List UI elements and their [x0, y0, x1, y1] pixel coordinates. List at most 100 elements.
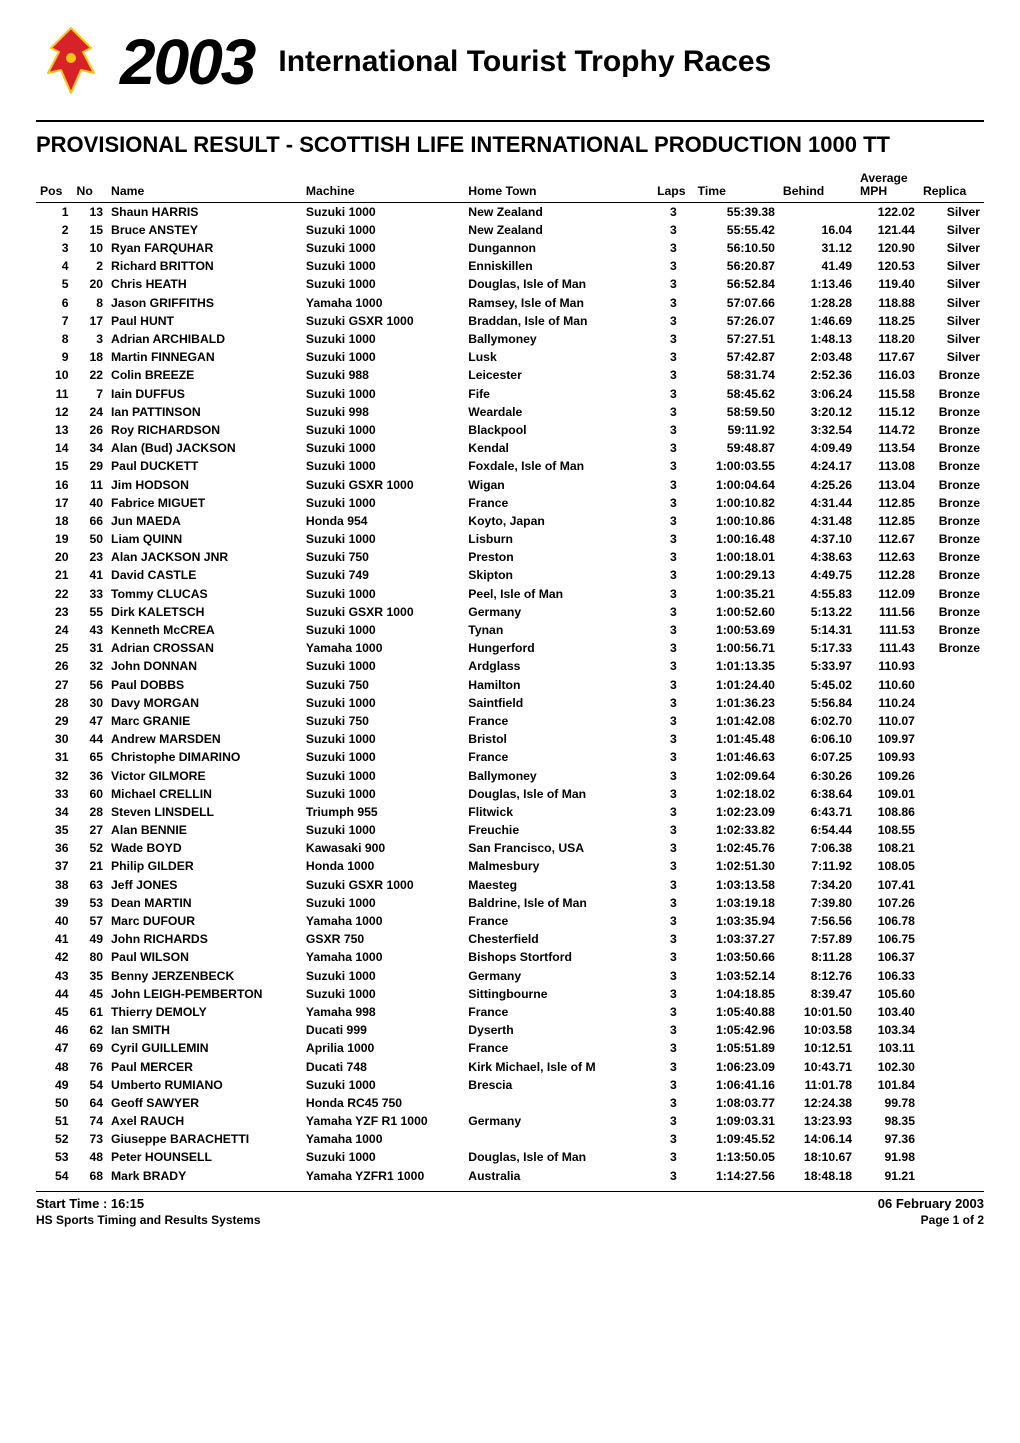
cell-mph: 112.85 — [856, 494, 919, 512]
cell-town: Weardale — [464, 403, 653, 421]
cell-replica: Bronze — [919, 639, 984, 657]
cell-behind: 8:12.76 — [779, 967, 856, 985]
cell-time: 1:00:52.60 — [694, 603, 779, 621]
cell-time: 1:01:42.08 — [694, 712, 779, 730]
cell-replica: Silver — [919, 312, 984, 330]
table-row: 117Iain DUFFUSSuzuki 1000Fife358:45.623:… — [36, 385, 984, 403]
cell-time: 1:13:50.05 — [694, 1148, 779, 1166]
cell-machine: Yamaha 1000 — [302, 1130, 464, 1148]
cell-town: Kirk Michael, Isle of M — [464, 1057, 653, 1075]
cell-replica — [919, 1094, 984, 1112]
cell-name: Dean MARTIN — [107, 894, 302, 912]
cell-replica — [919, 1130, 984, 1148]
cell-machine: Suzuki 1000 — [302, 894, 464, 912]
page: 2003 International Tourist Trophy Races … — [0, 0, 1020, 1241]
cell-pos: 5 — [36, 275, 73, 293]
cell-behind: 4:38.63 — [779, 548, 856, 566]
cell-mph: 110.24 — [856, 694, 919, 712]
cell-machine: Suzuki 1000 — [302, 221, 464, 239]
cell-pos: 7 — [36, 312, 73, 330]
cell-name: Fabrice MIGUET — [107, 494, 302, 512]
cell-no: 31 — [73, 639, 108, 657]
cell-behind: 14:06.14 — [779, 1130, 856, 1148]
result-subtitle: PROVISIONAL RESULT - SCOTTISH LIFE INTER… — [36, 132, 984, 158]
cell-mph: 118.20 — [856, 330, 919, 348]
cell-machine: Suzuki 1000 — [302, 967, 464, 985]
cell-behind: 7:11.92 — [779, 857, 856, 875]
cell-time: 1:03:35.94 — [694, 912, 779, 930]
cell-mph: 113.54 — [856, 439, 919, 457]
cell-laps: 3 — [653, 876, 694, 894]
cell-no: 30 — [73, 694, 108, 712]
subfooter-right: Page 1 of 2 — [921, 1213, 984, 1227]
cell-no: 41 — [73, 566, 108, 584]
cell-name: Benny JERZENBECK — [107, 967, 302, 985]
event-logo — [36, 18, 106, 106]
cell-name: Axel RAUCH — [107, 1112, 302, 1130]
cell-laps: 3 — [653, 639, 694, 657]
cell-replica: Bronze — [919, 566, 984, 584]
cell-mph: 103.40 — [856, 1003, 919, 1021]
cell-mph: 112.85 — [856, 512, 919, 530]
cell-replica: Silver — [919, 330, 984, 348]
cell-laps: 3 — [653, 821, 694, 839]
cell-mph: 106.75 — [856, 930, 919, 948]
cell-pos: 49 — [36, 1076, 73, 1094]
cell-no: 18 — [73, 348, 108, 366]
cell-replica — [919, 967, 984, 985]
cell-machine: GSXR 750 — [302, 930, 464, 948]
cell-laps: 3 — [653, 930, 694, 948]
cell-mph: 108.05 — [856, 857, 919, 875]
cell-time: 1:06:23.09 — [694, 1057, 779, 1075]
cell-town: Baldrine, Isle of Man — [464, 894, 653, 912]
cell-pos: 8 — [36, 330, 73, 348]
cell-laps: 3 — [653, 457, 694, 475]
cell-mph: 109.01 — [856, 785, 919, 803]
cell-laps: 3 — [653, 785, 694, 803]
cell-name: Tommy CLUCAS — [107, 585, 302, 603]
cell-no: 68 — [73, 1167, 108, 1185]
cell-time: 1:05:40.88 — [694, 1003, 779, 1021]
cell-pos: 24 — [36, 621, 73, 639]
cell-pos: 46 — [36, 1021, 73, 1039]
cell-machine: Yamaha 1000 — [302, 948, 464, 966]
cell-town: Douglas, Isle of Man — [464, 275, 653, 293]
cell-behind: 4:24.17 — [779, 457, 856, 475]
cell-behind: 18:48.18 — [779, 1167, 856, 1185]
cell-time: 1:09:45.52 — [694, 1130, 779, 1148]
table-row: 4057Marc DUFOURYamaha 1000France31:03:35… — [36, 912, 984, 930]
cell-replica — [919, 1076, 984, 1094]
cell-time: 1:08:03.77 — [694, 1094, 779, 1112]
cell-time: 57:42.87 — [694, 348, 779, 366]
header: 2003 International Tourist Trophy Races — [36, 18, 984, 106]
cell-pos: 39 — [36, 894, 73, 912]
cell-no: 28 — [73, 803, 108, 821]
cell-pos: 48 — [36, 1057, 73, 1075]
cell-laps: 3 — [653, 312, 694, 330]
cell-behind: 31.12 — [779, 239, 856, 257]
cell-mph: 118.25 — [856, 312, 919, 330]
cell-behind: 12:24.38 — [779, 1094, 856, 1112]
cell-laps: 3 — [653, 1167, 694, 1185]
cell-machine: Suzuki 1000 — [302, 1076, 464, 1094]
cell-machine: Honda 954 — [302, 512, 464, 530]
cell-machine: Suzuki GSXR 1000 — [302, 876, 464, 894]
cell-pos: 26 — [36, 657, 73, 675]
cell-laps: 3 — [653, 239, 694, 257]
cell-town: Hungerford — [464, 639, 653, 657]
cell-pos: 47 — [36, 1039, 73, 1057]
cell-no: 74 — [73, 1112, 108, 1130]
cell-mph: 120.53 — [856, 257, 919, 275]
cell-mph: 105.60 — [856, 985, 919, 1003]
cell-machine: Suzuki 1000 — [302, 330, 464, 348]
cell-no: 69 — [73, 1039, 108, 1057]
cell-no: 10 — [73, 239, 108, 257]
cell-laps: 3 — [653, 803, 694, 821]
cell-mph: 102.30 — [856, 1057, 919, 1075]
col-no: No — [73, 170, 108, 202]
cell-no: 65 — [73, 748, 108, 766]
cell-replica — [919, 730, 984, 748]
cell-pos: 32 — [36, 766, 73, 784]
cell-name: John RICHARDS — [107, 930, 302, 948]
cell-time: 1:03:52.14 — [694, 967, 779, 985]
